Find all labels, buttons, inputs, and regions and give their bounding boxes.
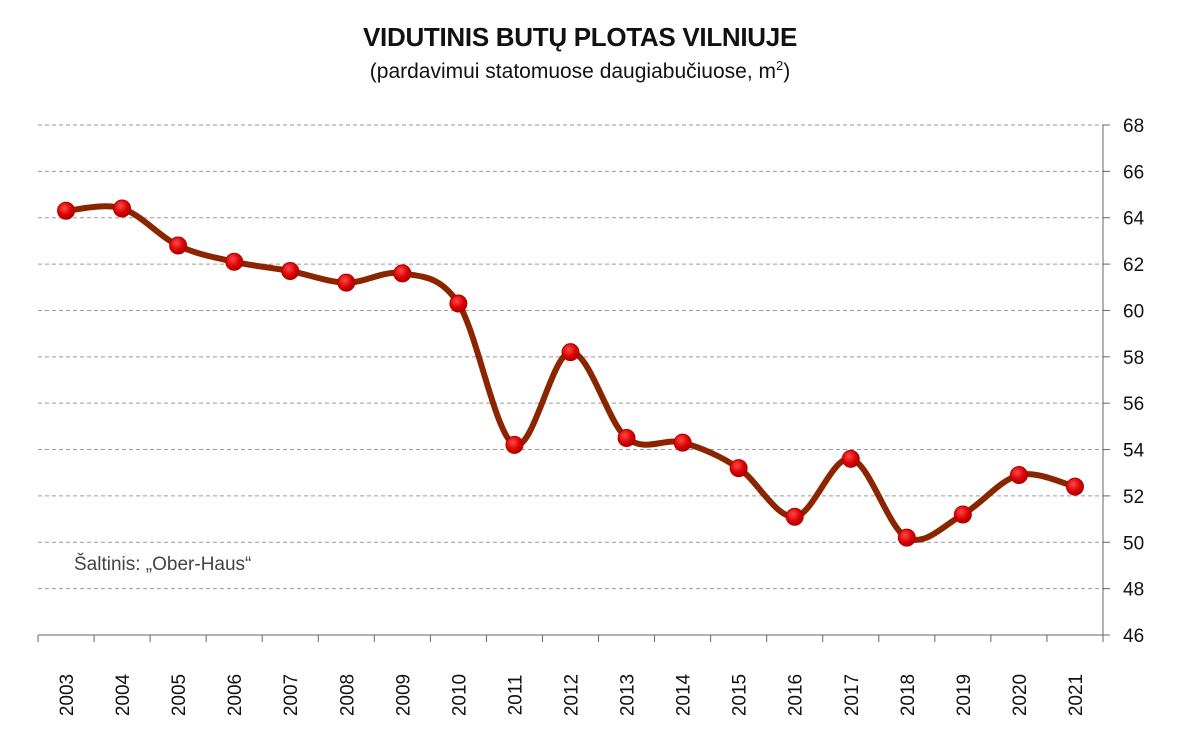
data-point-2005 [169,236,188,255]
y-tick-label: 54 [1123,441,1145,462]
tick-labels: 46 48 50 52 54 56 58 60 62 64 66 68 2003 2004 2005 2006… [57,116,1145,716]
x-tick-label: 2016 [786,674,807,716]
x-tick-label: 2009 [393,674,414,716]
y-tick-label: 60 [1123,301,1144,322]
x-tick-label: 2007 [281,674,302,716]
x-tick-label: 2014 [674,673,695,716]
data-point-2004 [113,199,132,218]
y-tick-label: 64 [1123,209,1145,230]
data-point-2012 [561,343,580,362]
x-tick-label: 2011 [505,675,526,716]
data-point-2018 [897,528,916,547]
series-line [63,203,1078,543]
source-note: Šaltinis: „Ober-Haus“ [74,554,252,575]
gridlines [38,124,1103,590]
y-tick-label: 66 [1123,162,1144,183]
data-point-2017 [841,449,860,468]
data-point-2009 [393,264,412,283]
y-tick-label: 46 [1123,626,1144,647]
x-tick-label: 2019 [954,674,975,716]
x-tick-label: 2018 [898,674,919,716]
data-point-2003 [57,201,76,220]
y-tick-label: 62 [1123,255,1144,276]
axes [37,124,1110,642]
subtitle-close: ) [783,60,791,83]
data-point-2008 [337,273,356,292]
x-tick-label: 2010 [449,674,470,716]
y-tick-label: 58 [1123,348,1144,369]
x-tick-label: 2020 [1010,674,1031,716]
x-tick-label: 2008 [337,674,358,716]
data-point-2013 [617,428,636,447]
chart-title: VIDUTINIS BUTŲ PLOTAS VILNIUJE [363,22,797,52]
data-point-2019 [953,505,972,524]
data-point-2016 [785,507,804,526]
data-point-2007 [281,262,300,281]
y-tick-label: 56 [1123,394,1144,415]
y-tick-label: 50 [1123,533,1144,554]
data-point-2010 [449,294,468,313]
y-tick-label: 48 [1123,580,1144,601]
chart-subtitle: (pardavimui statomuose daugiabučiuose, m… [0,58,1160,84]
data-point-2021 [1065,477,1084,496]
y-tick-label: 68 [1123,116,1144,137]
x-tick-label: 2015 [730,674,751,716]
data-point-2014 [673,433,692,452]
y-tick-label: 52 [1123,487,1144,508]
series-line-layer [63,203,1078,543]
data-point-2011 [505,435,524,454]
x-tick-label: 2006 [225,674,246,716]
data-point-2015 [729,459,748,478]
data-point-2020 [1009,466,1028,485]
subtitle-text: (pardavimui statomuose daugiabučiuose, m [369,60,776,83]
x-tick-label: 2013 [618,674,639,716]
subtitle-superscript: 2 [775,58,784,73]
series-markers [57,199,1084,547]
x-tick-label: 2004 [113,673,134,716]
x-tick-label: 2017 [842,674,863,716]
x-tick-label: 2012 [562,674,583,716]
x-tick-label: 2005 [169,674,190,716]
x-tick-label: 2003 [57,674,78,716]
data-point-2006 [225,252,244,271]
x-tick-label: 2021 [1066,674,1087,716]
